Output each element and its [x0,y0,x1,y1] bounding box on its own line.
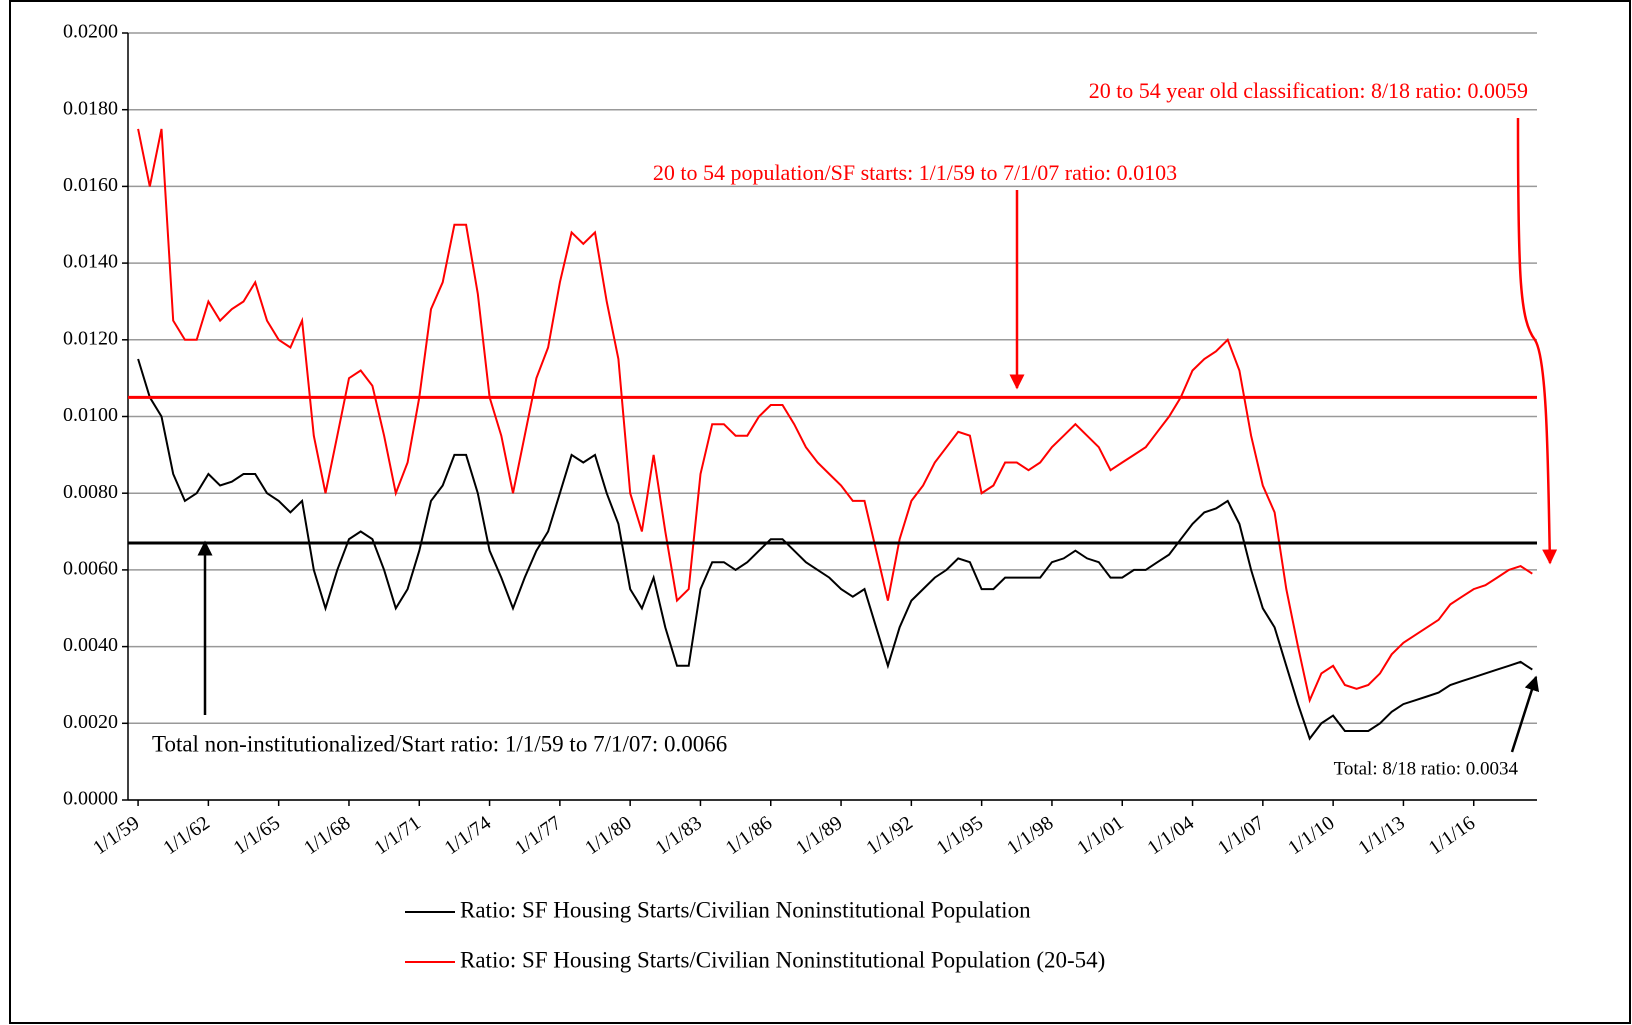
y-tick-label: 0.0020 [63,711,118,733]
arrow [1516,117,1558,565]
y-tick-label: 0.0180 [63,97,118,119]
y-tick-label: 0.0100 [63,404,118,426]
annotation: Total non-institutionalized/Start ratio:… [152,731,727,756]
frame [9,0,1631,1024]
annotation: Total: 8/18 ratio: 0.0034 [1334,758,1519,779]
series-line [137,128,1533,704]
y-tick-label: 0.0040 [63,634,118,656]
annotation: 20 to 54 population/SF starts: 1/1/59 to… [653,160,1177,185]
y-tick-label: 0.0080 [63,481,118,503]
y-tick-label: 0.0140 [63,251,118,273]
y-tick-label: 0.0200 [63,21,118,43]
y-tick-label: 0.0000 [63,788,118,810]
y-tick-label: 0.0120 [63,327,118,349]
legend-label: Ratio: SF Housing Starts/Civilian Nonins… [460,947,1105,972]
y-tick-label: 0.0060 [63,557,118,579]
series-line [137,358,1533,741]
arrow [1510,675,1540,753]
annotation: 20 to 54 year old classification: 8/18 r… [1089,78,1528,103]
y-tick-label: 0.0160 [63,174,118,196]
legend-label: Ratio: SF Housing Starts/Civilian Nonins… [460,897,1031,922]
